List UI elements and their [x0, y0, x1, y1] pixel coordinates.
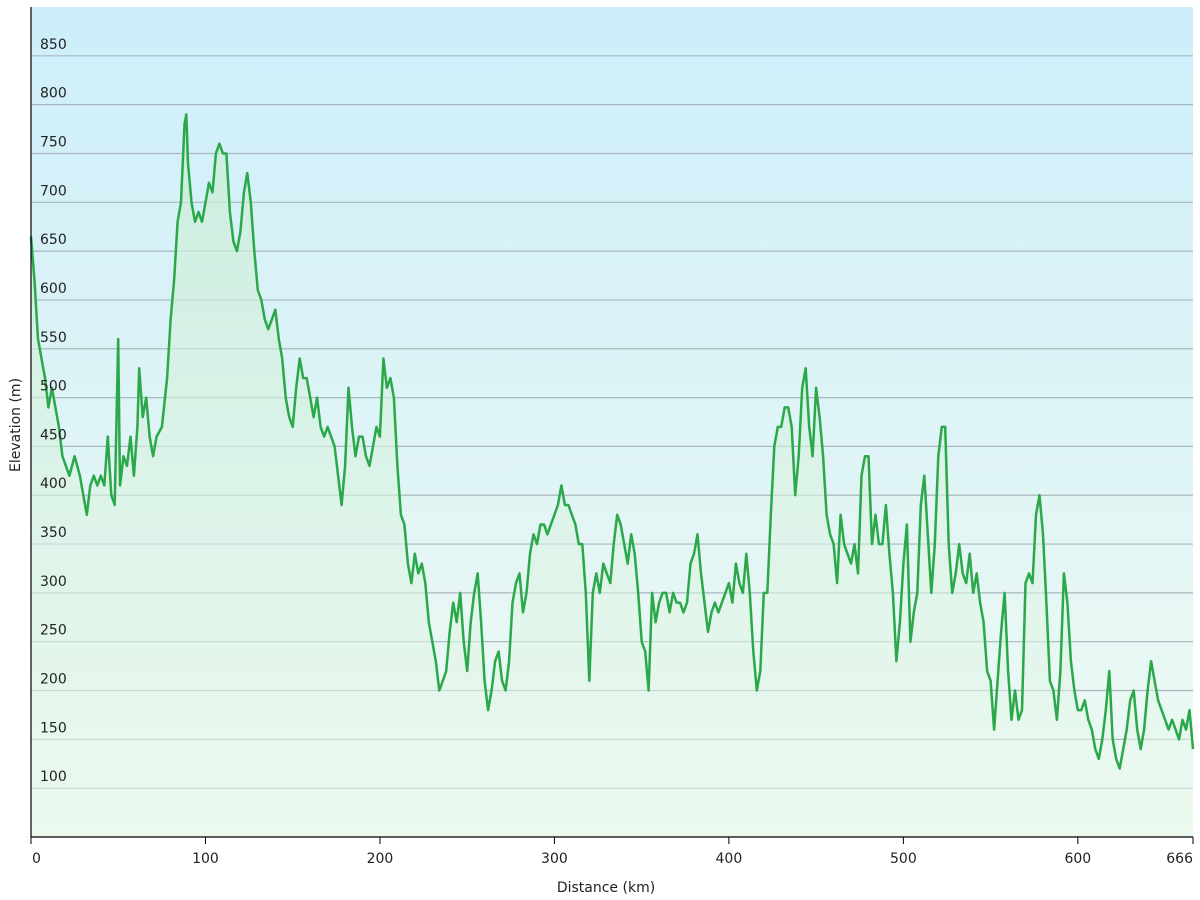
y-tick-label: 750 [40, 134, 67, 150]
y-tick-label: 450 [40, 427, 67, 443]
x-axis-label: Distance (km) [557, 880, 655, 896]
x-tick-label: 400 [716, 851, 743, 867]
x-tick-label: 500 [890, 851, 917, 867]
x-tick-label: 0 [32, 851, 41, 867]
y-tick-label: 350 [40, 525, 67, 541]
y-tick-label: 850 [40, 37, 67, 53]
x-tick-label: 300 [541, 851, 568, 867]
x-tick-label: 200 [367, 851, 394, 867]
y-tick-label: 400 [40, 476, 67, 492]
y-tick-label: 500 [40, 379, 67, 395]
elevation-area [31, 114, 1193, 837]
elevation-line [29, 113, 1195, 770]
x-tick-label: 666 [1166, 851, 1193, 867]
x-tick-label: 100 [192, 851, 219, 867]
y-tick-label: 600 [40, 281, 67, 297]
x-tick-label: 600 [1064, 851, 1091, 867]
y-tick-label: 550 [40, 330, 67, 346]
y-tick-label: 800 [40, 86, 67, 102]
y-axis-label: Elevation (m) [8, 378, 24, 472]
y-tick-label: 100 [40, 769, 67, 785]
y-tick-label: 700 [40, 183, 67, 199]
y-tick-label: 650 [40, 232, 67, 248]
y-tick-label: 200 [40, 672, 67, 688]
y-tick-label: 150 [40, 720, 67, 736]
y-tick-label: 250 [40, 623, 67, 639]
y-tick-label: 300 [40, 574, 67, 590]
